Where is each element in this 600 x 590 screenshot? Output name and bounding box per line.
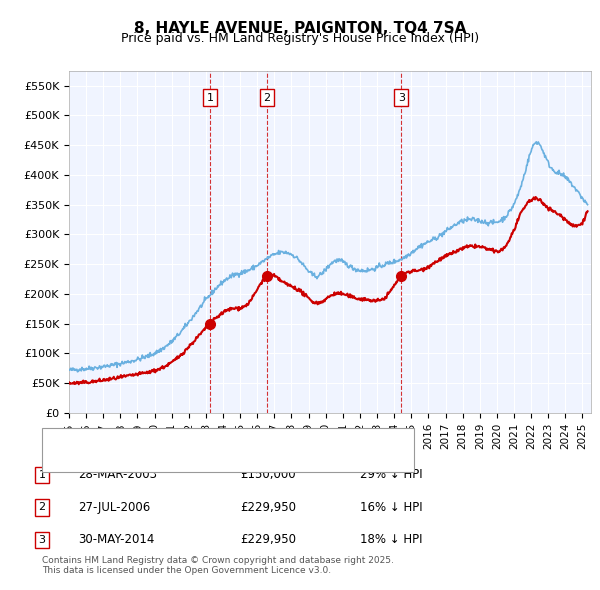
Text: £150,000: £150,000 — [240, 468, 296, 481]
Text: 30-MAY-2014: 30-MAY-2014 — [78, 533, 154, 546]
Text: 8, HAYLE AVENUE, PAIGNTON, TQ4 7SA: 8, HAYLE AVENUE, PAIGNTON, TQ4 7SA — [134, 21, 466, 35]
Text: 3: 3 — [38, 535, 46, 545]
Text: HPI: Average price, detached house, Torbay: HPI: Average price, detached house, Torb… — [87, 451, 314, 461]
Text: £229,950: £229,950 — [240, 501, 296, 514]
Text: Price paid vs. HM Land Registry's House Price Index (HPI): Price paid vs. HM Land Registry's House … — [121, 32, 479, 45]
Text: 16% ↓ HPI: 16% ↓ HPI — [360, 501, 422, 514]
Text: 27-JUL-2006: 27-JUL-2006 — [78, 501, 150, 514]
Text: 29% ↓ HPI: 29% ↓ HPI — [360, 468, 422, 481]
Text: 2: 2 — [38, 503, 46, 512]
Text: 1: 1 — [206, 93, 214, 103]
Text: 1: 1 — [38, 470, 46, 480]
Text: 18% ↓ HPI: 18% ↓ HPI — [360, 533, 422, 546]
Text: 2: 2 — [263, 93, 271, 103]
Text: 28-MAR-2003: 28-MAR-2003 — [78, 468, 157, 481]
Text: 8, HAYLE AVENUE, PAIGNTON, TQ4 7SA (detached house): 8, HAYLE AVENUE, PAIGNTON, TQ4 7SA (deta… — [87, 434, 385, 443]
Text: Contains HM Land Registry data © Crown copyright and database right 2025.
This d: Contains HM Land Registry data © Crown c… — [42, 556, 394, 575]
Text: £229,950: £229,950 — [240, 533, 296, 546]
Text: 3: 3 — [398, 93, 404, 103]
